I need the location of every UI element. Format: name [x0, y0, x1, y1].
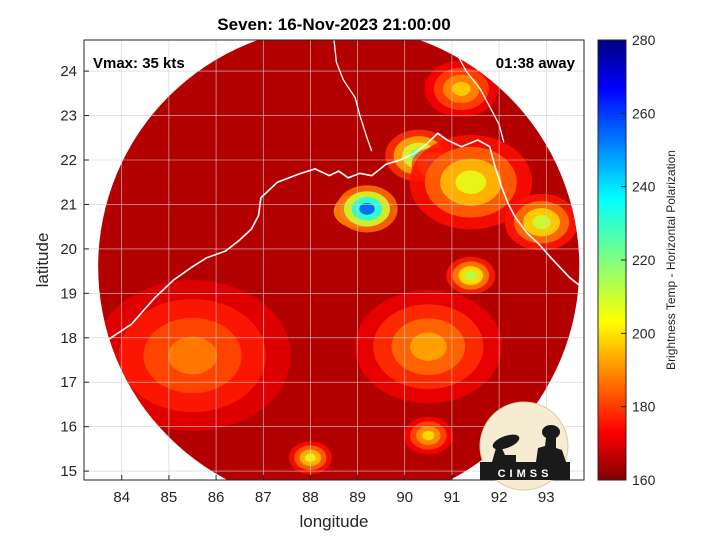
x-axis-label: longitude — [299, 512, 368, 531]
brightness-feature-6 — [446, 256, 496, 295]
time-away-annotation: 01:38 away — [496, 55, 576, 72]
feature-layer — [359, 202, 375, 215]
logo-text: CIMSS — [498, 468, 553, 480]
coastline — [84, 40, 584, 357]
colorbar-ticks: 160 180 200 220 240 260 280 — [621, 32, 656, 488]
x-tick-label: 86 — [208, 489, 225, 506]
brightness-feature-4 — [409, 135, 533, 230]
y-axis-ticks: 15 16 17 18 19 20 21 22 23 24 — [60, 63, 89, 480]
river-path-0 — [333, 40, 373, 152]
colorbar-tick-label: 160 — [632, 472, 656, 488]
y-tick-label: 18 — [60, 330, 77, 347]
logo-tower-top — [542, 425, 560, 439]
feature-layer — [452, 81, 471, 96]
x-tick-label: 93 — [538, 489, 555, 506]
vmax-annotation: Vmax: 35 kts — [93, 55, 185, 72]
x-axis-ticks: 84 85 86 87 88 89 90 91 92 93 — [113, 475, 555, 506]
colorbar-tick-label: 260 — [632, 105, 656, 121]
y-tick-label: 22 — [60, 152, 77, 169]
chart-title: Seven: 16-Nov-2023 21:00:00 — [217, 15, 450, 34]
coastline-path — [84, 132, 584, 357]
brightness-feature-11 — [403, 416, 453, 455]
brightness-feature-9 — [354, 290, 502, 404]
colorbar-tick-label: 240 — [632, 179, 656, 195]
colorbar-tick-label: 280 — [632, 32, 656, 48]
y-tick-label: 24 — [60, 63, 77, 80]
feature-layer — [422, 430, 435, 441]
colorbar-tick-label: 220 — [632, 252, 656, 268]
brightness-feature-8 — [98, 280, 291, 432]
x-tick-label: 91 — [444, 489, 461, 506]
colorbar-tick-label: 200 — [632, 325, 656, 341]
plot-frame — [83, 39, 585, 481]
feature-layer — [167, 336, 218, 375]
x-tick-label: 89 — [349, 489, 366, 506]
brightness-feature-7 — [424, 60, 499, 118]
y-tick-label: 20 — [60, 241, 77, 258]
y-tick-label: 21 — [60, 196, 77, 213]
x-tick-label: 90 — [396, 489, 413, 506]
river-path-1 — [456, 52, 505, 143]
y-tick-label: 19 — [60, 285, 77, 302]
x-tick-label: 87 — [255, 489, 272, 506]
y-tick-label: 15 — [60, 463, 77, 480]
feature-layer — [464, 270, 477, 281]
feature-layer — [409, 332, 447, 361]
x-tick-label: 88 — [302, 489, 319, 506]
brightness-feature-5 — [504, 193, 579, 251]
feature-layer — [455, 170, 487, 195]
colorbar-tick-label: 180 — [632, 399, 656, 415]
y-tick-label: 23 — [60, 108, 77, 125]
y-tick-label: 17 — [60, 374, 77, 391]
colorbar-label: Brightness Temp - Horizontal Polarizatio… — [664, 150, 678, 370]
grid-lines — [84, 40, 584, 480]
logo-dish — [492, 434, 520, 450]
river-path-2 — [552, 40, 566, 121]
logo-text-band — [480, 464, 570, 480]
map-area — [84, 40, 584, 480]
cimss-logo: CIMSS — [479, 401, 570, 491]
x-tick-label: 92 — [491, 489, 508, 506]
brightness-feature-1 — [336, 185, 398, 233]
y-tick-label: 16 — [60, 419, 77, 436]
y-axis-label: latitude — [33, 233, 52, 288]
x-tick-label: 85 — [161, 489, 178, 506]
x-tick-label: 84 — [113, 489, 130, 506]
feature-layer — [532, 215, 551, 230]
